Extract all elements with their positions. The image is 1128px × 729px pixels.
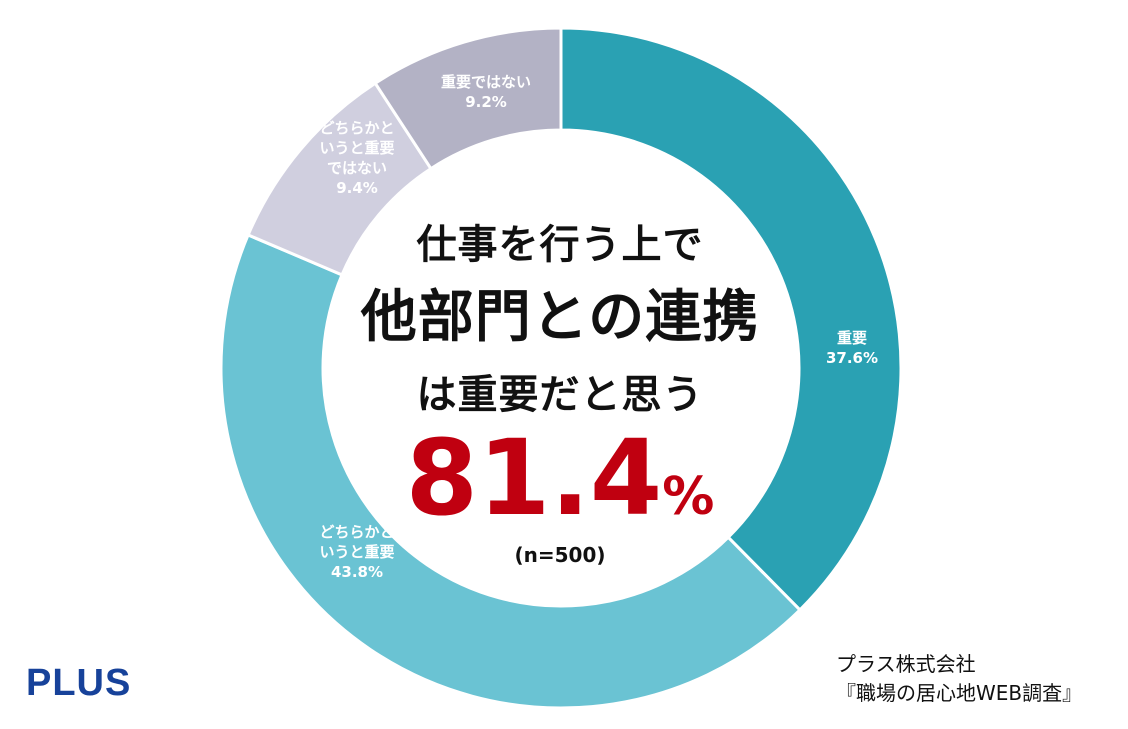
center-title-line1: 仕事を行う上で [416,222,704,268]
source-company: プラス株式会社 [836,652,976,676]
slice-label-line-0-0: 重要 [837,329,867,347]
slice-label-line-2-2: ではない [327,159,387,177]
slice-label-line-2-1: いうと重要 [319,139,394,157]
slice-value-2: 9.4% [336,179,378,197]
donut-slice-3 [373,26,563,171]
donut-slice-1 [219,232,803,710]
source-credit: プラス株式会社 『職場の居心地WEB調査』 [836,650,1082,708]
center-title-line3: は重要だと思う [416,372,704,418]
center-title-line2: 他部門との連携 [360,285,760,350]
slice-label-2: どちらかというと重要ではない 9.4% [319,119,394,197]
total-percentage-value: 81.4 [405,417,663,539]
slice-label-line-3-0: 重要ではない [441,73,531,91]
total-percentage: 81.4% [360,418,760,538]
slice-label-1: どちらかというと重要 43.8% [319,523,394,581]
total-percentage-sign: % [662,467,715,527]
slice-value-0: 37.6% [826,349,878,367]
donut-slice-0 [559,26,903,613]
slice-label-3: 重要ではない 9.2% [441,73,531,111]
slice-value-1: 43.8% [331,563,383,581]
brand-logo: PLUS [26,662,132,704]
slice-label-0: 重要 37.6% [826,329,878,367]
slice-label-line-2-0: どちらかと [319,119,394,137]
slice-label-line-1-0: どちらかと [319,523,394,541]
slice-value-3: 9.2% [465,93,507,111]
slice-label-line-1-1: いうと重要 [319,543,394,561]
source-survey: 『職場の居心地WEB調査』 [836,681,1083,705]
sample-size: (n=500) [514,543,606,567]
